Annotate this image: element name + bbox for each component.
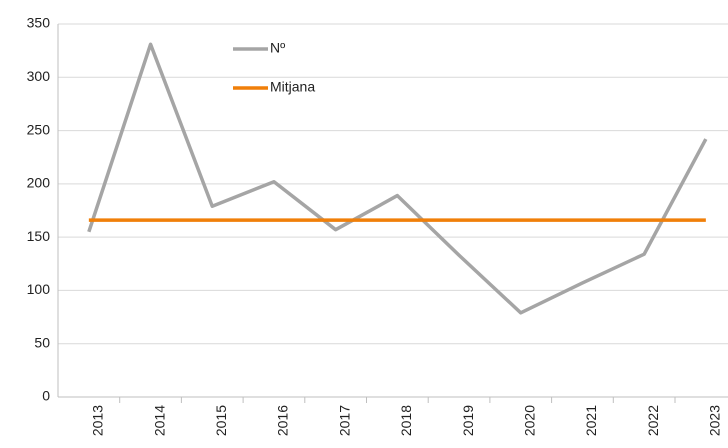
y-tick-label: 300 (27, 68, 51, 84)
x-tick-label: 2015 (213, 405, 229, 436)
line (87, 42, 708, 315)
x-tick-label: 2016 (275, 405, 291, 436)
y-tick-label: 0 (42, 388, 50, 404)
y-tick-label: 200 (27, 175, 51, 191)
y-tick-label: 150 (27, 228, 51, 244)
x-tick-label: 2014 (151, 405, 167, 436)
y-tick-label: 100 (27, 281, 51, 297)
x-tick-label: 2013 (90, 405, 106, 436)
x-tick-label: 2023 (707, 405, 723, 436)
x-tick-label: 2019 (460, 405, 476, 436)
y-tick-label: 250 (27, 121, 51, 137)
x-tick-label: 2017 (336, 405, 352, 436)
y-tick-label: 50 (34, 334, 50, 350)
y-tick-label: 350 (27, 15, 51, 31)
x-tick-label: 2022 (645, 405, 661, 436)
x-tick-label: 2018 (398, 405, 414, 436)
x-tick-label: 2021 (583, 405, 599, 436)
x-tick-label: 2020 (521, 405, 537, 436)
legend-label: Mitjana (270, 79, 315, 95)
legend-label: Nº (270, 40, 285, 56)
